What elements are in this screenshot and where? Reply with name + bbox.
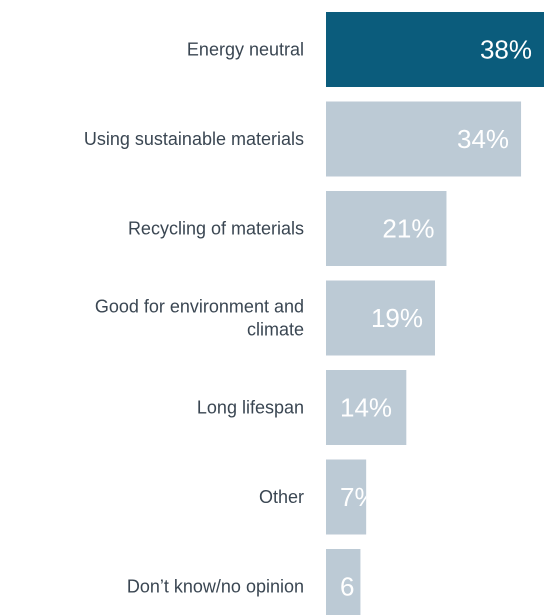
category-label: Long lifespan	[197, 398, 304, 418]
bar-group: 6 Don’t know/no opinion	[127, 549, 361, 615]
bar	[326, 549, 361, 615]
bar-group: 14% Long lifespan	[197, 370, 407, 445]
bar-value-label: 14%	[340, 393, 392, 423]
category-label: Energy neutral	[187, 40, 304, 60]
bar-group: 38% Energy neutral	[187, 12, 544, 87]
bar-group: 7% Other	[259, 459, 378, 535]
bar-value-label: 7%	[340, 482, 378, 512]
bar	[326, 459, 367, 535]
category-label: Other	[259, 487, 304, 507]
bar-group: 19% Good for environment and climate	[95, 280, 435, 356]
bar-value-label: 21%	[382, 214, 434, 244]
bar	[326, 191, 447, 266]
bar-value-label: 38%	[480, 35, 532, 65]
bar	[326, 12, 544, 87]
category-label: Using sustainable materials	[84, 129, 304, 149]
bar-group: 21% Recycling of materials	[128, 191, 447, 266]
bar-group: 34% Using sustainable materials	[84, 101, 522, 177]
category-label: Don’t know/no opinion	[127, 577, 304, 597]
bar	[326, 370, 407, 445]
bar	[326, 101, 522, 177]
bar	[326, 280, 435, 356]
category-label: Good for environment and climate	[95, 297, 304, 340]
category-label: Recycling of materials	[128, 219, 304, 239]
bar-value-label: 6	[340, 572, 354, 602]
bar-value-label: 34%	[457, 124, 509, 154]
bar-value-label: 19%	[371, 303, 423, 333]
